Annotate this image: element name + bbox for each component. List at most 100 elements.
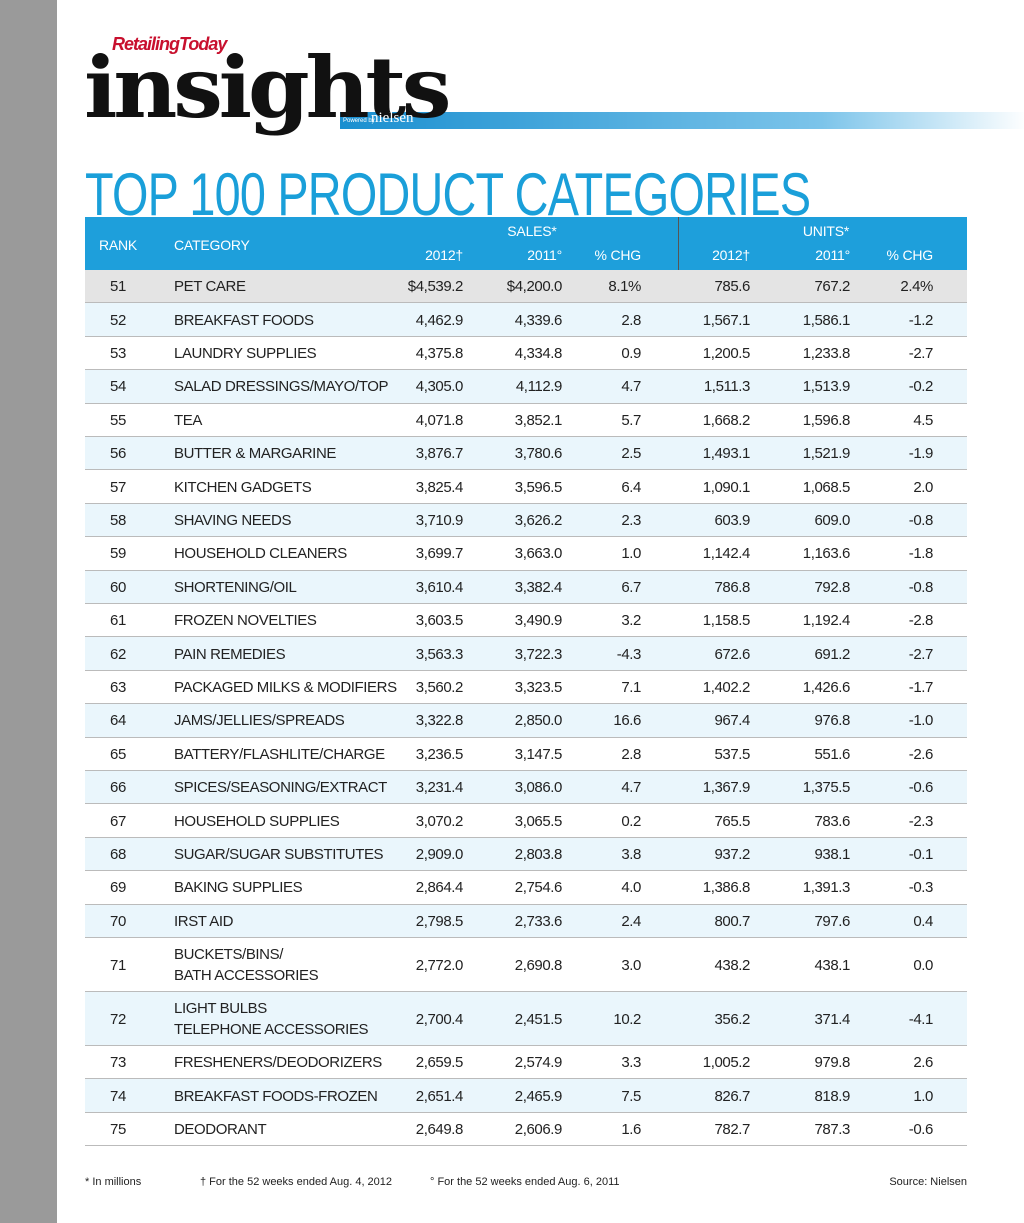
table-row (85, 403, 967, 437)
table-cell: 937.2 (714, 846, 750, 863)
table-cell: 4.7 (621, 779, 641, 797)
table-cell: 7.5 (621, 1087, 641, 1105)
table-cell: 1,233.8 (802, 345, 851, 362)
footnote: * In millions (85, 1176, 142, 1188)
table-cell: 56 (110, 445, 126, 463)
table-cell: 2,803.8 (514, 846, 563, 863)
source: Source: Nielsen (889, 1176, 967, 1188)
table-cell: -2.7 (908, 645, 934, 663)
table-cell: -2.8 (908, 612, 934, 630)
table-cell: 2,651.4 (415, 1087, 464, 1105)
table-cell: 1.0 (913, 1087, 933, 1105)
table-cell: 0.4 (913, 912, 933, 930)
table-cell: 979.8 (814, 1054, 850, 1072)
table-cell: 1,005.2 (702, 1054, 751, 1072)
table-cell: 797.6 (814, 912, 850, 930)
table-cell: -2.7 (908, 345, 934, 362)
table-cell: 438.1 (814, 956, 850, 974)
table-cell: 371.4 (814, 1010, 850, 1028)
table-cell: 672.6 (714, 645, 750, 663)
table-cell: 4,112.9 (515, 378, 563, 396)
table-cell: 2.0 (913, 478, 933, 496)
table-row (85, 771, 967, 805)
table-cell: 67 (110, 812, 126, 830)
table-cell: -0.6 (908, 779, 934, 797)
table-cell: -1.9 (908, 445, 934, 463)
table-cell: -4.1 (908, 1010, 934, 1028)
table-cell: 2,574.9 (514, 1054, 563, 1072)
category-cell: HOUSEHOLD CLEANERS (174, 545, 347, 563)
table-cell: 1,596.8 (802, 411, 851, 429)
table-row (85, 938, 967, 992)
table-cell: 1,158.5 (702, 612, 751, 630)
table-cell: 51 (110, 278, 126, 296)
table-cell: -2.3 (908, 812, 934, 830)
table-cell: 4,462.9 (415, 311, 464, 329)
table-cell: 75 (110, 1121, 126, 1138)
table-cell: 438.2 (714, 956, 750, 974)
table-cell: 61 (110, 612, 126, 630)
table-cell: 59 (110, 545, 126, 563)
header-label: RANK (98, 237, 138, 253)
table-cell: 6.4 (621, 478, 641, 496)
table-cell: 537.5 (714, 745, 750, 763)
table-cell: -0.8 (908, 578, 934, 596)
table-cell: 785.6 (714, 278, 750, 296)
table-cell: 976.8 (814, 712, 850, 730)
table-cell: -0.2 (908, 378, 934, 396)
table-cell: 2,850.0 (514, 712, 563, 730)
table-row (85, 604, 967, 638)
table-row (85, 804, 967, 838)
table-cell: 765.5 (714, 812, 750, 830)
table-cell: 3,722.3 (514, 645, 563, 663)
table-row (85, 437, 967, 471)
table-cell: 2,451.5 (514, 1010, 563, 1028)
category-cell: BAKING SUPPLIES (174, 879, 303, 897)
table-cell: 58 (110, 512, 126, 529)
category-cell: LAUNDRY SUPPLIES (174, 345, 317, 362)
table-cell: 967.4 (714, 712, 750, 730)
category-cell: BREAKFAST FOODS (174, 311, 314, 329)
table-cell: 2,649.8 (415, 1121, 464, 1138)
category-cell: BUTTER & MARGARINE (174, 445, 336, 463)
table-header (85, 217, 967, 270)
table-cell: 72 (110, 1010, 126, 1028)
table-cell: 2,754.6 (514, 879, 563, 897)
table-row (85, 992, 967, 1046)
table-cell: 0.0 (913, 956, 933, 974)
table-cell: 792.8 (814, 578, 850, 596)
table-cell: 2.5 (621, 445, 641, 463)
header-label: % CHG (594, 247, 642, 263)
table-cell: $4,539.2 (407, 278, 464, 296)
footnote: † For the 52 weeks ended Aug. 4, 2012 (200, 1176, 393, 1188)
brand: RetailingToday (112, 34, 227, 54)
table-cell: -1.8 (908, 545, 934, 563)
header-label: 2012† (712, 247, 750, 263)
table-row (85, 370, 967, 404)
table-cell: 16.6 (613, 712, 641, 730)
table-cell: 1,391.3 (802, 879, 851, 897)
table-cell: 2.8 (621, 745, 641, 763)
table-cell: 4.0 (621, 879, 641, 897)
header-label: 2011° (815, 247, 850, 263)
table-cell: 60 (110, 578, 126, 596)
table-cell: -0.1 (908, 846, 934, 863)
category-cell: SHORTENING/OIL (174, 578, 297, 596)
table-row (85, 1046, 967, 1080)
table-cell: 2,465.9 (514, 1087, 563, 1105)
table-cell: 54 (110, 378, 126, 396)
category-cell: JAMS/JELLIES/SPREADS (174, 712, 345, 730)
table-cell: 356.2 (714, 1010, 750, 1028)
table-cell: 551.6 (814, 745, 850, 763)
table-cell: 65 (110, 745, 126, 763)
table-cell: 2,864.4 (415, 879, 464, 897)
table-cell: 1,402.2 (702, 679, 751, 696)
table-cell: 1,386.8 (702, 879, 751, 897)
table-cell: 603.9 (714, 512, 750, 529)
table-cell: 2,798.5 (415, 912, 464, 930)
table-cell: 826.7 (714, 1087, 750, 1105)
table-cell: 3,699.7 (415, 545, 464, 563)
table-cell: 3,825.4 (415, 478, 464, 496)
table-cell: 2.6 (913, 1054, 933, 1072)
